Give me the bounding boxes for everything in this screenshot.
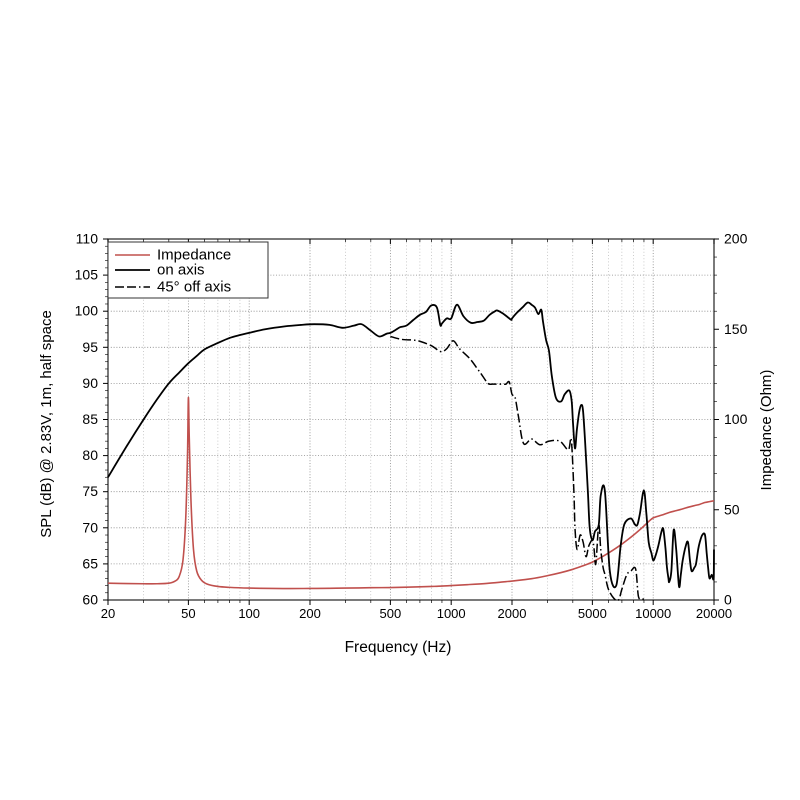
svg-text:70: 70 xyxy=(82,519,98,535)
svg-text:5000: 5000 xyxy=(578,606,607,621)
svg-text:0: 0 xyxy=(724,592,732,608)
svg-text:SPL (dB) @ 2.83V, 1m, half spa: SPL (dB) @ 2.83V, 1m, half space xyxy=(38,310,55,538)
svg-text:20000: 20000 xyxy=(696,606,732,621)
svg-text:20: 20 xyxy=(101,606,115,621)
svg-text:1000: 1000 xyxy=(437,606,466,621)
svg-text:65: 65 xyxy=(82,555,98,571)
svg-text:50: 50 xyxy=(181,606,195,621)
svg-text:150: 150 xyxy=(724,321,748,337)
svg-text:110: 110 xyxy=(76,231,99,247)
svg-text:95: 95 xyxy=(82,339,98,355)
svg-text:80: 80 xyxy=(82,447,98,463)
svg-text:45° off axis: 45° off axis xyxy=(157,279,231,296)
svg-text:10000: 10000 xyxy=(635,606,671,621)
svg-text:90: 90 xyxy=(82,375,98,391)
svg-text:100: 100 xyxy=(238,606,260,621)
svg-text:85: 85 xyxy=(82,411,98,427)
svg-text:on axis: on axis xyxy=(157,262,205,279)
svg-text:105: 105 xyxy=(75,267,99,283)
svg-text:Frequency (Hz): Frequency (Hz) xyxy=(345,639,452,656)
svg-text:100: 100 xyxy=(724,411,748,427)
svg-text:Impedance (Ohm): Impedance (Ohm) xyxy=(758,370,775,491)
svg-text:50: 50 xyxy=(724,501,740,517)
svg-text:200: 200 xyxy=(299,606,321,621)
svg-text:2000: 2000 xyxy=(498,606,527,621)
svg-text:75: 75 xyxy=(82,483,98,499)
svg-text:200: 200 xyxy=(724,231,748,247)
svg-text:100: 100 xyxy=(75,303,99,319)
svg-text:60: 60 xyxy=(82,592,98,608)
svg-text:500: 500 xyxy=(380,606,402,621)
